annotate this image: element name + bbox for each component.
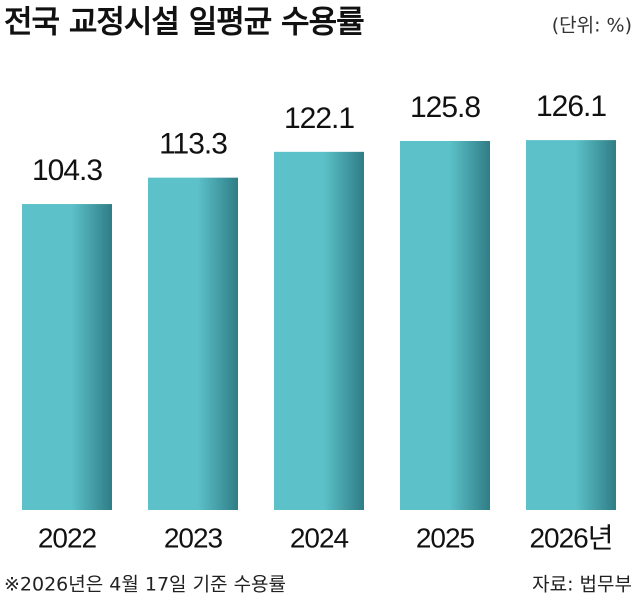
footnote: ※2026년은 4월 17일 기준 수용률 bbox=[4, 574, 286, 596]
bar bbox=[22, 204, 112, 510]
value-label: 125.8 bbox=[410, 91, 480, 124]
chart-title: 전국 교정시설 일평균 수용률 bbox=[4, 5, 364, 41]
x-tick-label: 2025 bbox=[416, 522, 475, 553]
bar bbox=[526, 140, 616, 510]
value-label: 104.3 bbox=[32, 154, 102, 187]
bar bbox=[400, 140, 490, 510]
bar bbox=[274, 151, 364, 510]
value-label: 126.1 bbox=[536, 90, 606, 123]
value-label: 113.3 bbox=[159, 128, 227, 161]
x-tick-label: 2026년 bbox=[529, 522, 612, 553]
unit-label: (단위: %) bbox=[552, 15, 632, 37]
source: 자료: 법무부 bbox=[532, 574, 632, 596]
x-tick-label: 2024 bbox=[290, 522, 349, 553]
x-tick-label: 2022 bbox=[38, 522, 97, 553]
x-tick-label: 2023 bbox=[164, 522, 223, 553]
value-label: 122.1 bbox=[284, 102, 354, 135]
bar bbox=[148, 177, 238, 511]
